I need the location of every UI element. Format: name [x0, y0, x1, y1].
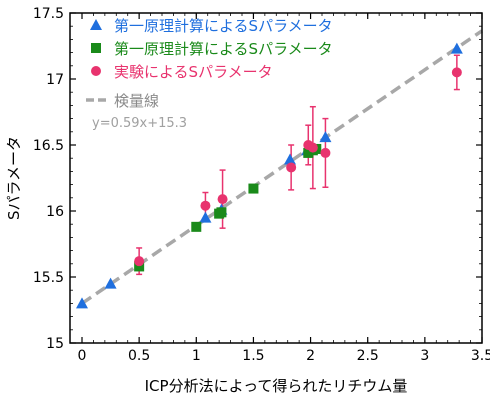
- y-axis-label: Sパラメータ: [5, 136, 23, 220]
- axes-layer: 0 0.5 1 1.5 2 2.5 3 3.5 15 15.5 16 16.5 17 17.5: [33, 6, 490, 364]
- circle-marker: [307, 142, 318, 153]
- triangle-marker: [104, 277, 117, 289]
- x-tick-label: 1: [192, 348, 201, 364]
- circle-marker: [451, 67, 462, 78]
- y-tick-label: 16: [46, 204, 64, 220]
- circle-marker: [91, 66, 101, 76]
- triangle-marker: [76, 297, 88, 309]
- circle-marker: [320, 147, 331, 158]
- triangle-marker: [450, 42, 463, 54]
- fit-line: [81, 29, 483, 305]
- fit-line-layer: [81, 29, 483, 305]
- x-tick-label: 2: [306, 348, 315, 364]
- triangle-marker: [319, 131, 332, 143]
- x-tick-label: 1.5: [242, 348, 264, 364]
- legend-label: 実験によるSパラメータ: [114, 63, 273, 81]
- x-tick-label: 0.5: [128, 348, 150, 364]
- square-marker: [216, 207, 227, 218]
- triangle-marker: [199, 211, 212, 223]
- x-tick-label: 3.5: [471, 348, 490, 364]
- y-tick-label: 15: [46, 336, 64, 352]
- x-axis-label: ICP分析法によって得られたリチウム量: [145, 377, 408, 395]
- legend-label: 第一原理計算によるSパラメータ: [114, 40, 333, 58]
- circle-marker: [217, 194, 228, 205]
- circle-marker: [134, 256, 145, 267]
- square-marker: [248, 183, 259, 194]
- legend-label: 検量線: [114, 92, 159, 110]
- x-tick-label: 3: [420, 348, 429, 364]
- x-tick-label: 0: [78, 348, 87, 364]
- triangle-marker: [284, 153, 296, 165]
- circle-marker: [200, 200, 211, 211]
- y-tick-label: 15.5: [33, 270, 64, 286]
- square-marker: [134, 261, 145, 272]
- data-points-layer: [76, 42, 463, 309]
- square-marker: [91, 43, 101, 53]
- fit-equation: y=0.59x+15.3: [92, 116, 187, 131]
- error-bars-layer: [136, 54, 460, 276]
- y-tick-label: 17.5: [33, 6, 64, 22]
- y-tick-label: 17: [46, 72, 64, 88]
- x-tick-label: 2.5: [357, 348, 379, 364]
- square-marker: [191, 221, 202, 232]
- triangle-marker: [90, 19, 102, 30]
- y-tick-label: 16.5: [33, 138, 64, 154]
- legend: 第一原理計算によるSパラメータ第一原理計算によるSパラメータ実験によるSパラメー…: [86, 17, 333, 131]
- circle-marker: [286, 162, 297, 173]
- legend-label: 第一原理計算によるSパラメータ: [114, 17, 333, 35]
